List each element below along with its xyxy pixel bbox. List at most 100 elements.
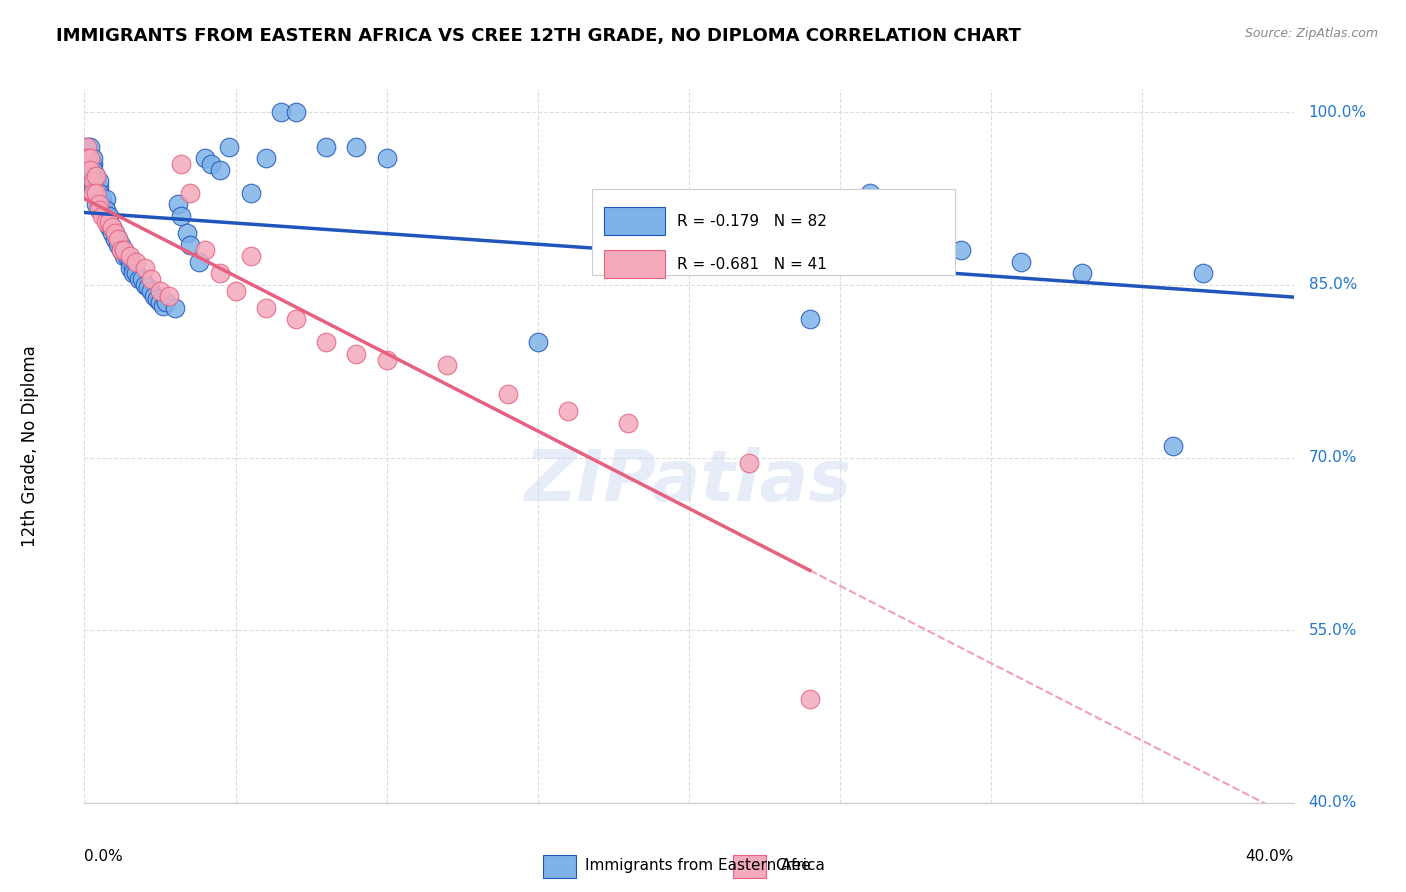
Point: [91, 192, 114, 206]
Point: [107, 232, 129, 246]
Point: [79, 140, 101, 154]
Bar: [733, 855, 766, 878]
Text: 100.0%: 100.0%: [1309, 104, 1367, 120]
Point: [94, 202, 117, 217]
Point: [436, 359, 458, 373]
Point: [97, 220, 120, 235]
Point: [125, 255, 148, 269]
Text: 70.0%: 70.0%: [1309, 450, 1357, 465]
Point: [107, 237, 129, 252]
Point: [170, 157, 193, 171]
Bar: [592, 189, 955, 275]
Point: [121, 260, 143, 275]
Point: [89, 186, 111, 200]
Point: [209, 266, 232, 280]
Point: [188, 255, 211, 269]
Point: [86, 197, 108, 211]
Point: [142, 289, 165, 303]
Point: [104, 232, 127, 246]
Point: [859, 186, 882, 200]
Point: [79, 162, 101, 177]
Point: [134, 260, 156, 275]
Point: [146, 292, 169, 306]
Point: [139, 284, 162, 298]
Text: 12th Grade, No Diploma: 12th Grade, No Diploma: [21, 345, 39, 547]
Point: [128, 272, 150, 286]
Point: [82, 151, 104, 165]
Point: [82, 162, 104, 177]
Point: [118, 249, 141, 263]
Point: [97, 214, 120, 228]
Text: Immigrants from Eastern Africa: Immigrants from Eastern Africa: [585, 858, 825, 872]
Point: [97, 209, 120, 223]
Point: [139, 272, 162, 286]
Point: [200, 157, 222, 171]
Text: 55.0%: 55.0%: [1309, 623, 1357, 638]
Text: R = -0.179   N = 82: R = -0.179 N = 82: [676, 214, 827, 228]
Point: [89, 197, 111, 211]
Point: [112, 244, 135, 258]
Point: [170, 209, 193, 223]
Point: [94, 209, 117, 223]
Point: [115, 249, 138, 263]
Point: [254, 301, 277, 315]
Point: [86, 180, 108, 194]
Point: [86, 169, 108, 183]
Point: [89, 202, 111, 217]
Point: [194, 151, 217, 165]
Point: [86, 169, 108, 183]
Point: [82, 169, 104, 183]
Point: [86, 186, 108, 200]
Point: [194, 244, 217, 258]
Point: [76, 140, 98, 154]
Point: [121, 266, 143, 280]
Point: [131, 272, 153, 286]
Point: [799, 312, 821, 326]
Point: [254, 151, 277, 165]
Point: [284, 312, 308, 326]
Point: [134, 277, 156, 292]
Bar: [605, 207, 665, 235]
Point: [82, 174, 104, 188]
Point: [315, 335, 337, 350]
Point: [557, 404, 579, 418]
Point: [149, 284, 172, 298]
Bar: [543, 855, 576, 878]
Point: [284, 105, 308, 120]
Point: [104, 226, 127, 240]
Point: [496, 387, 519, 401]
Point: [110, 244, 132, 258]
Point: [179, 186, 201, 200]
Point: [82, 186, 104, 200]
Point: [1071, 266, 1094, 280]
Point: [82, 180, 104, 194]
Point: [799, 692, 821, 706]
Point: [270, 105, 292, 120]
Point: [950, 244, 973, 258]
Point: [91, 197, 114, 211]
Point: [79, 151, 101, 165]
Point: [79, 174, 101, 188]
Point: [155, 295, 177, 310]
Point: [118, 255, 141, 269]
Point: [179, 237, 201, 252]
Point: [1191, 266, 1213, 280]
Point: [89, 192, 111, 206]
Point: [86, 186, 108, 200]
Point: [209, 162, 232, 177]
Point: [738, 456, 761, 470]
Text: 85.0%: 85.0%: [1309, 277, 1357, 293]
Point: [76, 151, 98, 165]
Text: R = -0.681   N = 41: R = -0.681 N = 41: [676, 257, 827, 271]
Text: Cree: Cree: [775, 858, 810, 872]
Text: IMMIGRANTS FROM EASTERN AFRICA VS CREE 12TH GRADE, NO DIPLOMA CORRELATION CHART: IMMIGRANTS FROM EASTERN AFRICA VS CREE 1…: [56, 27, 1021, 45]
Point: [97, 214, 120, 228]
Point: [617, 416, 640, 430]
Point: [112, 249, 135, 263]
Point: [104, 226, 127, 240]
Bar: [605, 250, 665, 278]
Point: [100, 220, 122, 235]
Text: 40.0%: 40.0%: [1246, 849, 1294, 863]
Point: [239, 249, 262, 263]
Point: [89, 174, 111, 188]
